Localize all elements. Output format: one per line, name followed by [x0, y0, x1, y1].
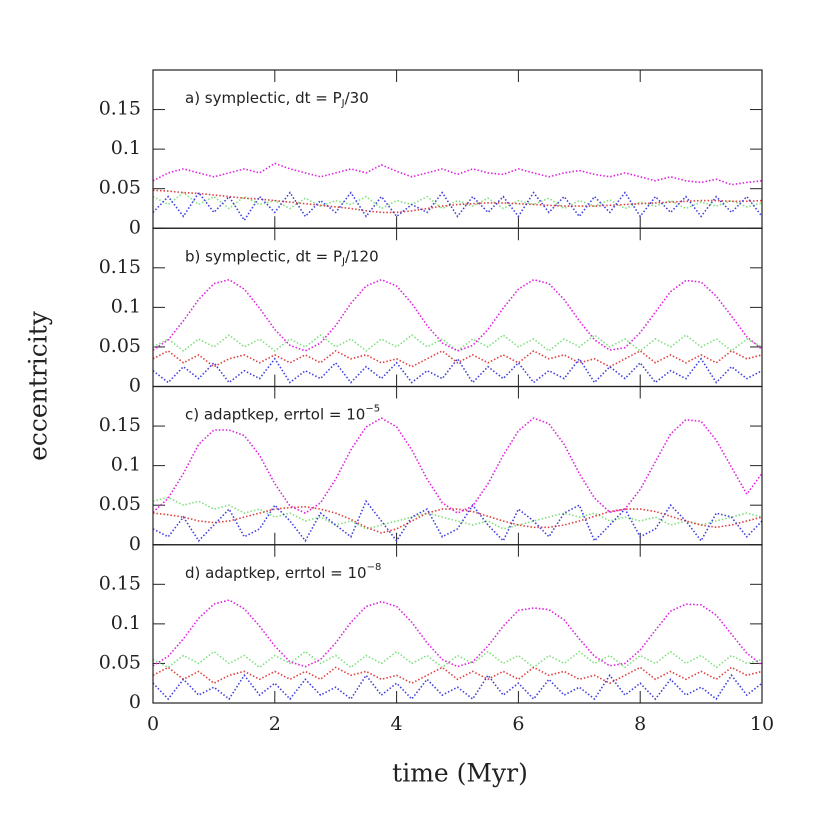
y-tick-label: 0: [129, 533, 141, 555]
x-tick-label: 6: [512, 713, 524, 735]
series-line: [152, 417, 763, 515]
title-part: a) symplectic, dt = P: [185, 89, 342, 107]
series-line: [152, 278, 763, 352]
y-tick-label: 0.15: [99, 256, 141, 278]
series-line: [152, 191, 763, 222]
title-part: c) adaptkep, errtol = 10: [185, 405, 365, 423]
y-tick-label: 0.15: [99, 414, 141, 436]
series-line: [152, 191, 763, 210]
x-axis-label: time (Myr): [392, 759, 528, 788]
title-part: J: [341, 98, 345, 109]
y-axis-label: eccentricity: [24, 310, 53, 461]
panel-title: d) adaptkep, errtol = 10−8: [185, 562, 381, 582]
x-tick-label: 2: [269, 713, 281, 735]
panel-title: c) adaptkep, errtol = 10−5: [185, 404, 380, 424]
panel-frame: [152, 544, 763, 704]
y-tick-label: 0.05: [99, 493, 141, 515]
y-tick-label: 0: [129, 375, 141, 397]
series-line: [152, 599, 763, 668]
y-tick-label: 0.15: [99, 572, 141, 594]
x-tick-label: 10: [750, 713, 774, 735]
series-line: [152, 666, 763, 685]
series-line: [152, 189, 763, 214]
y-tick-label: 0.1: [111, 612, 141, 634]
series-line: [152, 162, 763, 186]
title-part: /30: [345, 89, 369, 107]
y-tick-label: 0.05: [99, 651, 141, 673]
y-tick-label: 0.1: [111, 295, 141, 317]
title-part: d) adaptkep, errtol = 10: [185, 563, 367, 581]
y-tick-label: 0: [129, 216, 141, 238]
y-tick-label: 0.05: [99, 177, 141, 199]
title-part: J: [341, 256, 345, 267]
title-part: b) symplectic, dt = P: [185, 247, 342, 265]
series-line: [152, 496, 763, 530]
y-tick-label: 0: [129, 691, 141, 713]
y-tick-label: 0.15: [99, 98, 141, 120]
series-line: [152, 673, 763, 701]
y-tick-label: 0.05: [99, 335, 141, 357]
title-part: −8: [367, 562, 382, 573]
panel-title: b) symplectic, dt = PJ/120: [185, 247, 379, 268]
series-line: [152, 650, 763, 669]
x-tick-label: 4: [391, 713, 403, 735]
title-part: −5: [365, 404, 380, 415]
x-tick-label: 0: [147, 713, 159, 735]
series-line: [152, 349, 763, 368]
x-tick-label: 8: [634, 713, 646, 735]
y-tick-label: 0.1: [111, 454, 141, 476]
y-tick-label: 0.1: [111, 137, 141, 159]
panel-title: a) symplectic, dt = PJ/30: [185, 89, 369, 110]
series-line: [152, 499, 763, 543]
series-line: [152, 334, 763, 352]
title-part: /120: [345, 247, 379, 265]
